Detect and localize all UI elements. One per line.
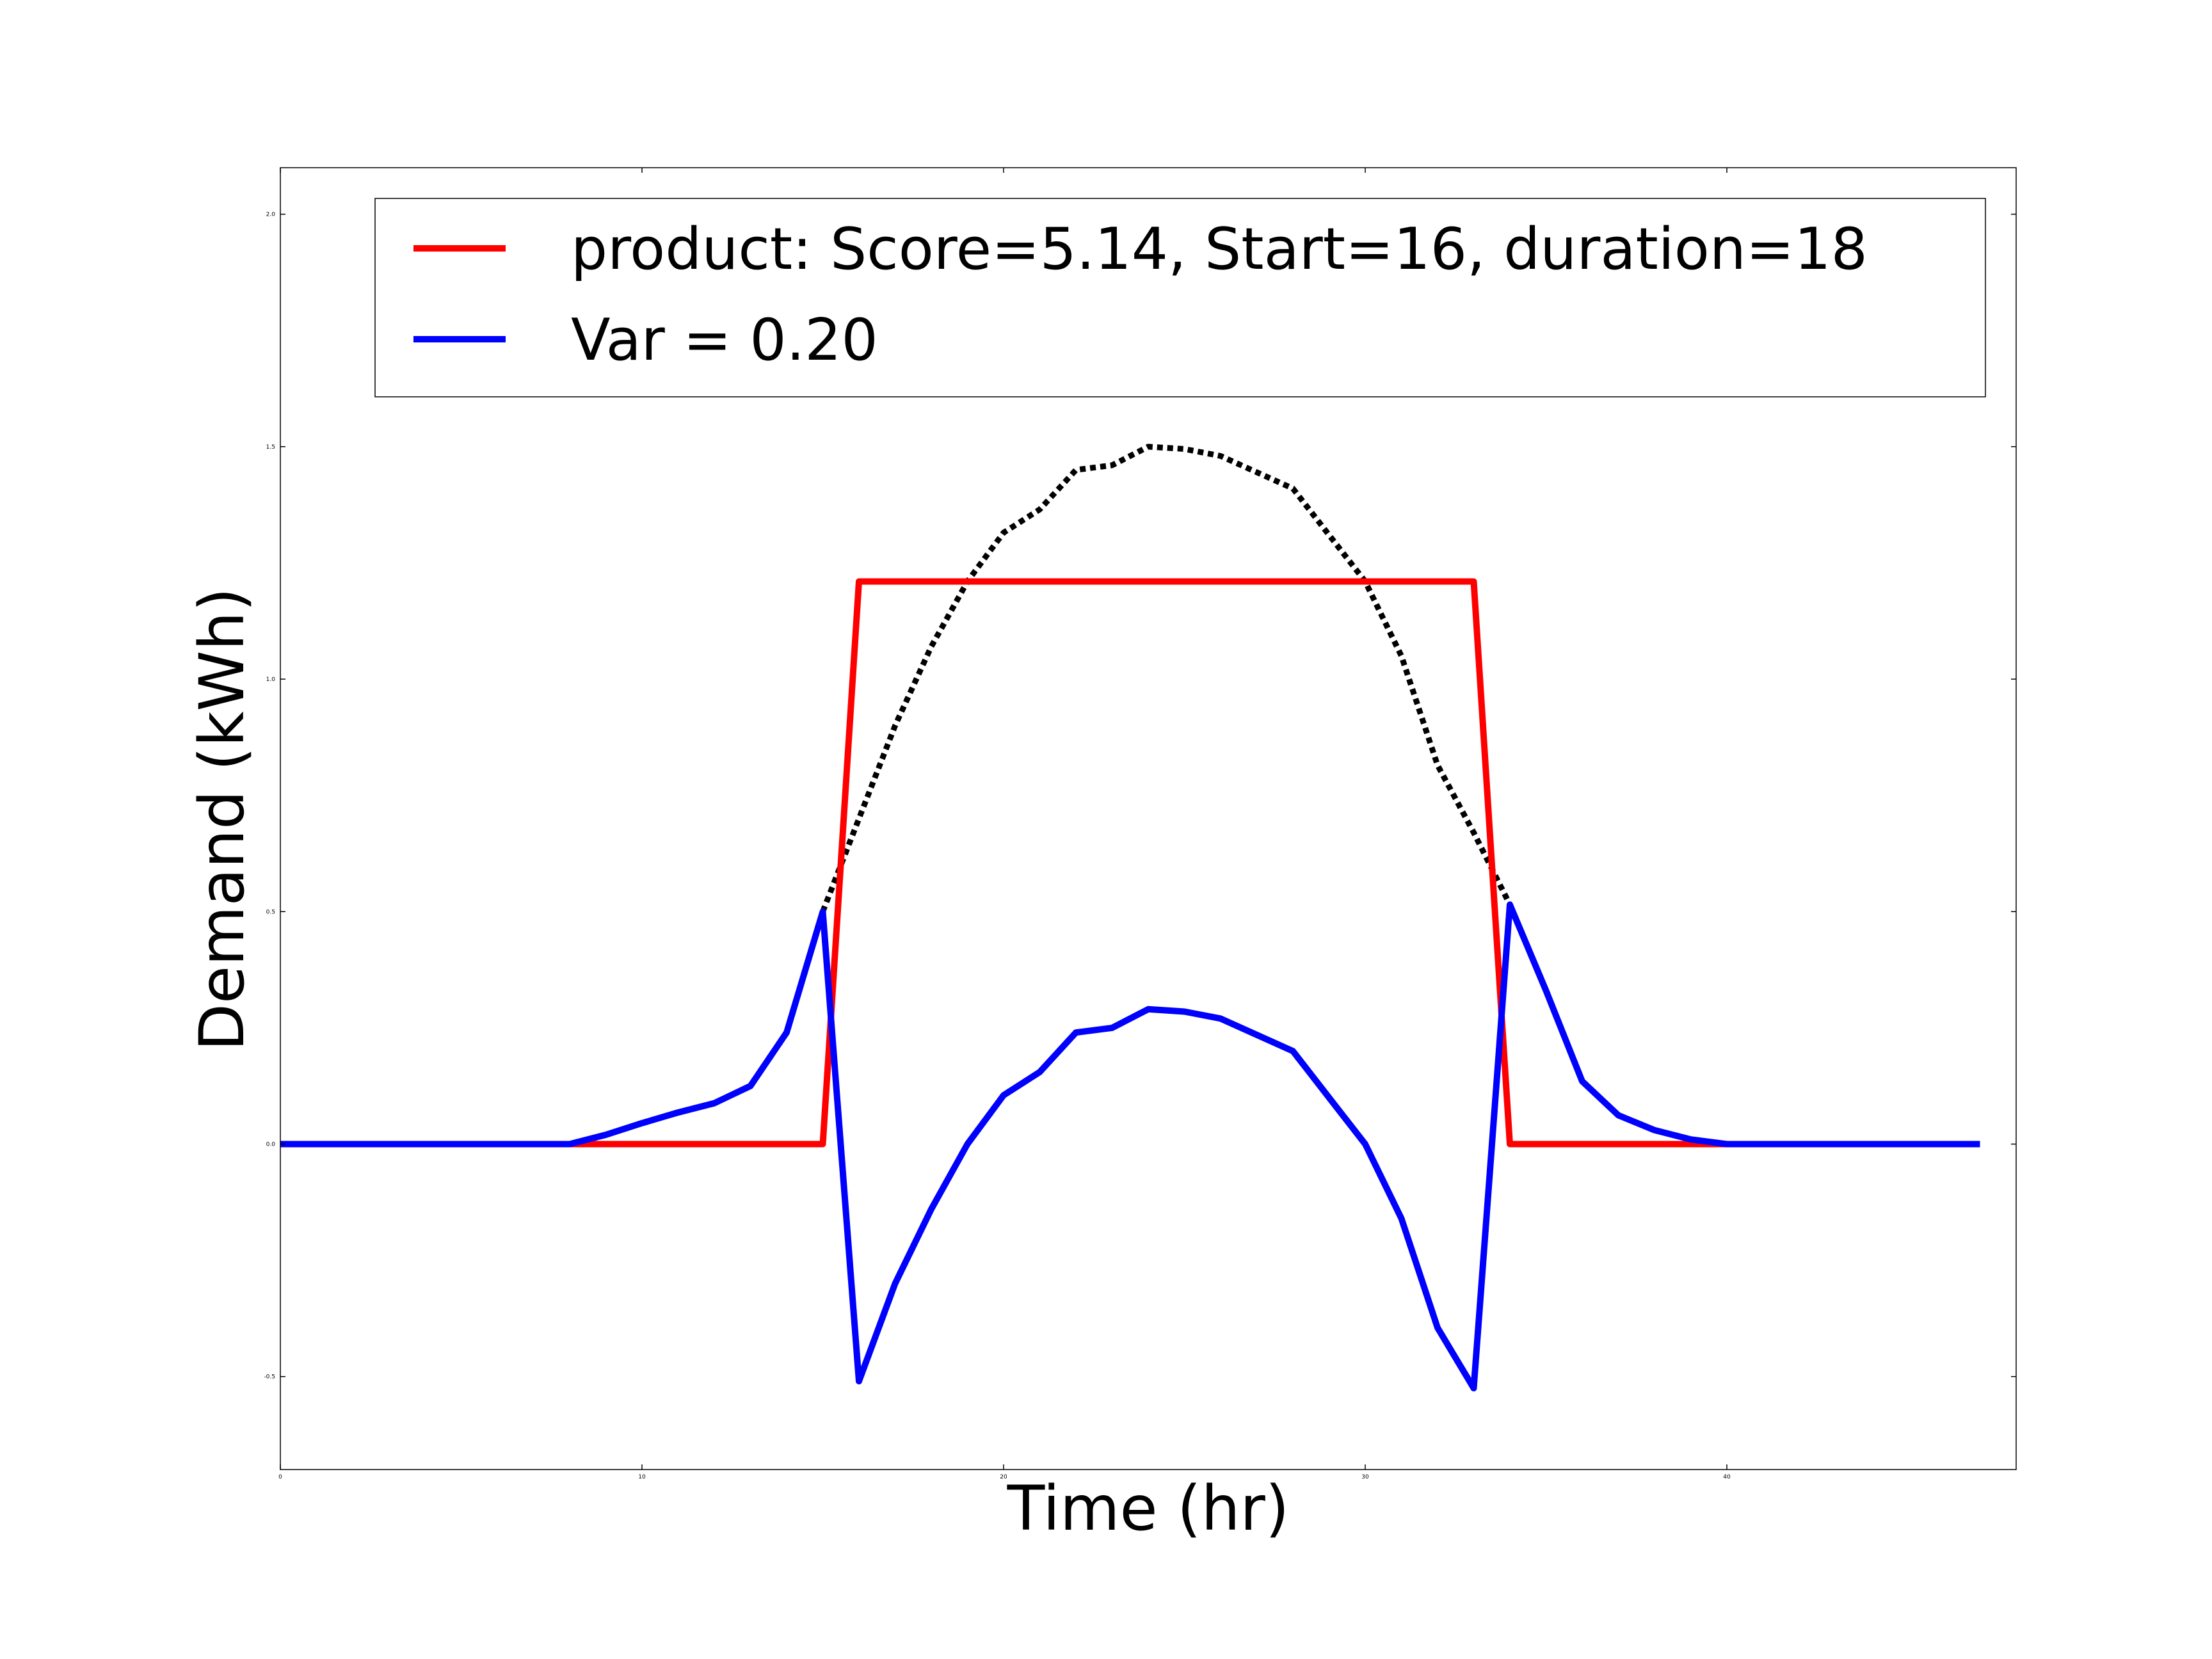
axes-frame [280, 167, 2017, 1470]
y-tick-label: 0.5 [266, 909, 275, 915]
x-axis-ticks: 0 10 20 30 40 [278, 168, 1731, 1480]
y-tick-label: 1.5 [266, 444, 275, 451]
y-axis-label: Demand (kWh) [186, 588, 258, 1051]
y-tick-label: -0.5 [264, 1374, 275, 1381]
y-tick-label: 2.0 [266, 212, 276, 218]
x-tick-label: 10 [638, 1474, 646, 1480]
legend: product: Score=5.14, Start=16, duration=… [374, 198, 1986, 397]
legend-box [374, 198, 1986, 397]
x-tick-label: 0 [278, 1474, 282, 1480]
plot-lines [280, 444, 1980, 1391]
series-line-1 [280, 901, 1980, 1391]
x-axis-label: Time (hr) [1007, 1473, 1290, 1544]
x-tick-label: 20 [1000, 1474, 1007, 1480]
series-line-2 [820, 444, 1513, 913]
y-axis-ticks: -0.5 0.0 0.5 1.0 1.5 2.0 [264, 212, 2016, 1381]
x-tick-label: 40 [1723, 1474, 1731, 1480]
legend-entry-var: Var = 0.20 [571, 307, 878, 374]
x-tick-label: 30 [1361, 1474, 1369, 1480]
y-tick-label: 0.0 [266, 1142, 276, 1148]
legend-entry-product: product: Score=5.14, Start=16, duration=… [571, 216, 1868, 283]
y-tick-label: 1.0 [266, 677, 276, 683]
